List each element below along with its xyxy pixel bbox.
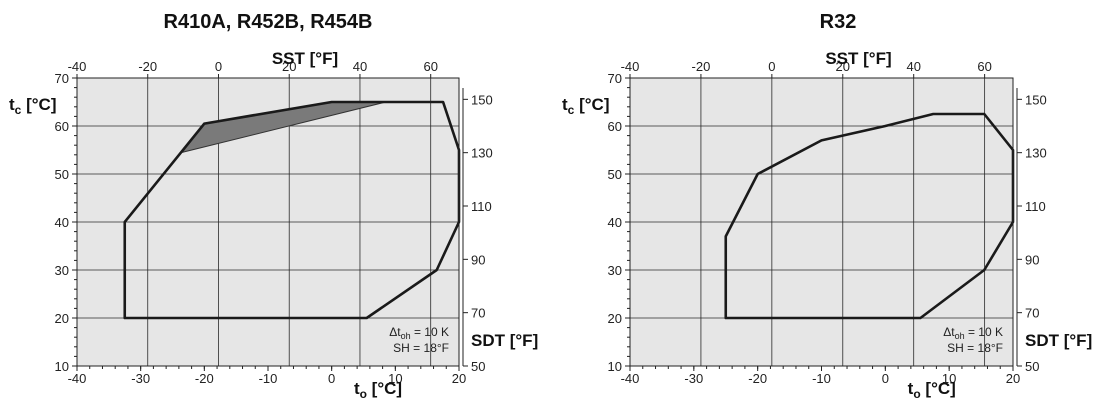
annotation-sub: oh [955,331,965,341]
x-tick-label: -20 [748,371,767,386]
x-tick-label: 0 [882,371,889,386]
right-tick-label: 70 [471,306,485,321]
right-tick-label: 130 [471,146,493,161]
annotation-value: = 10 K [411,325,449,339]
top-tick-label: 60 [977,59,991,74]
top-axis-label: SST [°F] [825,49,891,68]
y-axis-label-unit: [°C] [574,95,609,114]
top-axis-label: SST [°F] [272,49,338,68]
x-axis-label-main: t [354,379,360,398]
x-axis-label: to [°C] [908,379,956,401]
x-axis-label-sub: o [913,387,920,401]
envelope-line [123,100,461,320]
right-tick-label: 110 [471,199,492,214]
y-tick-label: 40 [608,215,622,230]
y-tick-label: 70 [608,71,622,86]
y-tick-label: 30 [55,263,69,278]
y-tick-label: 30 [608,263,622,278]
right-tick-label: 70 [1025,306,1039,321]
x-tick-label: 20 [452,371,466,386]
right-tick-label: 130 [1025,146,1047,161]
x-tick-label: 20 [1006,371,1020,386]
x-axis-label: to [°C] [354,379,402,401]
top-tick-label: 0 [768,59,775,74]
annotation-superheat-f: SH = 18°F [947,341,1003,355]
y-axis-label-main: t [562,95,568,114]
y-tick-label: 50 [55,167,69,182]
y-tick-label: 10 [608,359,622,374]
x-tick-label: 10 [388,371,402,386]
chart-title: R32 [820,11,857,33]
y-tick-label: 60 [55,119,69,134]
right-tick-label: 150 [471,92,493,107]
y-tick-label: 20 [608,311,622,326]
x-axis-label-unit: [°C] [367,379,402,398]
right-axis-label: SDT [°F] [1025,331,1092,350]
top-tick-label: -20 [138,59,157,74]
x-tick-label: -30 [131,371,150,386]
x-axis-label-sub: o [360,387,367,401]
right-tick-label: 50 [471,359,485,374]
top-tick-label: 0 [215,59,222,74]
annotation-delta: Δt [389,325,401,339]
y-tick-label: 10 [55,359,69,374]
top-tick-label: 60 [423,59,437,74]
x-tick-label: -10 [812,371,831,386]
x-tick-label: 10 [942,371,956,386]
right-tick-label: 110 [1025,199,1046,214]
right-axis-label: SDT [°F] [471,331,538,350]
y-axis-label-main: t [9,95,15,114]
chart-title: R410A, R452B, R454B [164,11,373,33]
right-tick-label: 90 [471,252,485,267]
annotation-value: = 10 K [965,325,1003,339]
envelope-line [724,112,1015,320]
x-axis-label-unit: [°C] [921,379,956,398]
right-tick-label: 150 [1025,92,1047,107]
annotation-superheat-f: SH = 18°F [393,341,449,355]
top-tick-label: 20 [836,59,850,74]
annotation-superheat-k: Δtoh = 10 K [389,325,449,341]
x-tick-label: -40 [68,371,87,386]
annotation-delta: Δt [943,325,955,339]
x-axis-label-main: t [908,379,914,398]
y-axis-label-sub: c [568,103,575,117]
top-tick-label: -20 [692,59,711,74]
x-tick-label: -10 [259,371,278,386]
y-tick-label: 40 [55,215,69,230]
top-tick-label: 40 [906,59,920,74]
y-tick-label: 20 [55,311,69,326]
right-tick-label: 90 [1025,252,1039,267]
y-axis-label-sub: c [15,103,22,117]
y-axis-label: tc [°C] [9,95,56,117]
x-tick-label: -30 [684,371,703,386]
x-tick-label: -20 [195,371,214,386]
y-tick-label: 70 [55,71,69,86]
y-axis-label-unit: [°C] [21,95,56,114]
y-tick-label: 50 [608,167,622,182]
y-axis-label: tc [°C] [562,95,609,117]
x-tick-label: -40 [621,371,640,386]
annotation-sub: oh [401,331,411,341]
top-tick-label: 20 [282,59,296,74]
x-tick-label: 0 [328,371,335,386]
annotation-superheat-k: Δtoh = 10 K [943,325,1003,341]
top-tick-label: -40 [621,59,640,74]
top-tick-label: -40 [68,59,87,74]
right-tick-label: 50 [1025,359,1039,374]
top-tick-label: 40 [353,59,367,74]
y-tick-label: 60 [608,119,622,134]
